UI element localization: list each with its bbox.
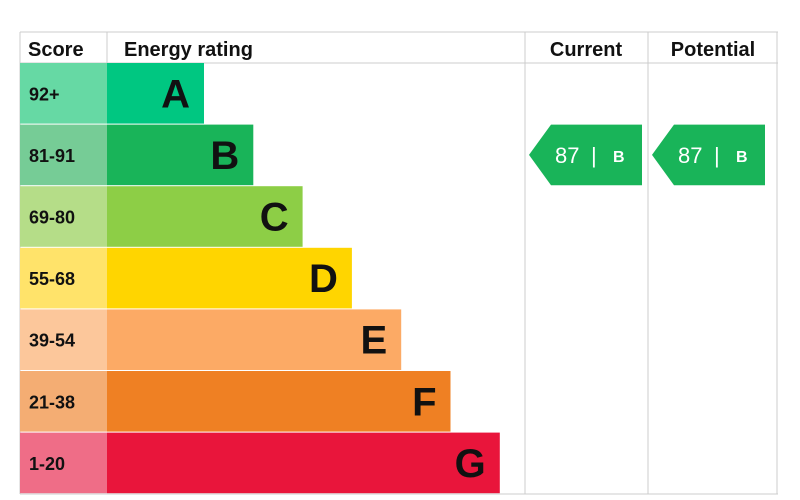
header-potential: Potential xyxy=(671,39,755,61)
potential-value: 87 xyxy=(678,143,702,168)
score-label-a: 92+ xyxy=(29,84,60,104)
score-label-c: 69-80 xyxy=(29,208,75,228)
score-label-e: 39-54 xyxy=(29,331,75,351)
rating-bar-a xyxy=(107,63,204,124)
score-cell-d xyxy=(20,247,107,309)
header-energy-rating: Energy rating xyxy=(124,39,253,61)
score-label-g: 1-20 xyxy=(29,454,65,474)
rating-bar-c xyxy=(107,186,303,247)
score-cell-c xyxy=(20,186,107,247)
current-value: 87 xyxy=(555,143,579,168)
rating-bands: 92+ A 81-91 B 69-80 C 55-68 D 39-54 E 21-38 F 1-20 G xyxy=(20,63,500,494)
score-cell-f xyxy=(20,371,107,432)
header-current: Current xyxy=(550,39,623,61)
score-cell-g xyxy=(20,432,107,494)
potential-letter: B xyxy=(736,149,748,166)
rating-bar-e xyxy=(107,309,402,370)
rating-letter-f: F xyxy=(412,380,436,424)
score-cell-a xyxy=(20,63,107,124)
current-indicator: 87 | B xyxy=(529,124,642,186)
rating-bar-f xyxy=(107,371,451,432)
rating-bar-b xyxy=(107,124,254,186)
rating-bar-d xyxy=(107,247,352,309)
rating-letter-g: G xyxy=(455,442,486,486)
current-arrow xyxy=(529,124,642,186)
current-separator: | xyxy=(591,143,597,168)
rating-letter-b: B xyxy=(210,134,239,178)
score-label-b: 81-91 xyxy=(29,146,75,166)
score-label-d: 55-68 xyxy=(29,269,75,289)
rating-letter-d: D xyxy=(309,257,338,301)
current-letter: B xyxy=(613,149,625,166)
score-cell-b xyxy=(20,124,107,186)
rating-letter-e: E xyxy=(361,319,388,363)
rating-indicators: 87 | B 87 | B xyxy=(529,124,765,186)
rating-letter-c: C xyxy=(260,196,289,240)
potential-separator: | xyxy=(714,143,720,168)
rating-letter-a: A xyxy=(161,72,190,116)
score-label-f: 21-38 xyxy=(29,392,75,412)
header-score: Score xyxy=(28,39,84,61)
score-cell-e xyxy=(20,309,107,370)
potential-arrow xyxy=(652,124,765,186)
potential-indicator: 87 | B xyxy=(652,124,765,186)
rating-bar-g xyxy=(107,432,500,494)
